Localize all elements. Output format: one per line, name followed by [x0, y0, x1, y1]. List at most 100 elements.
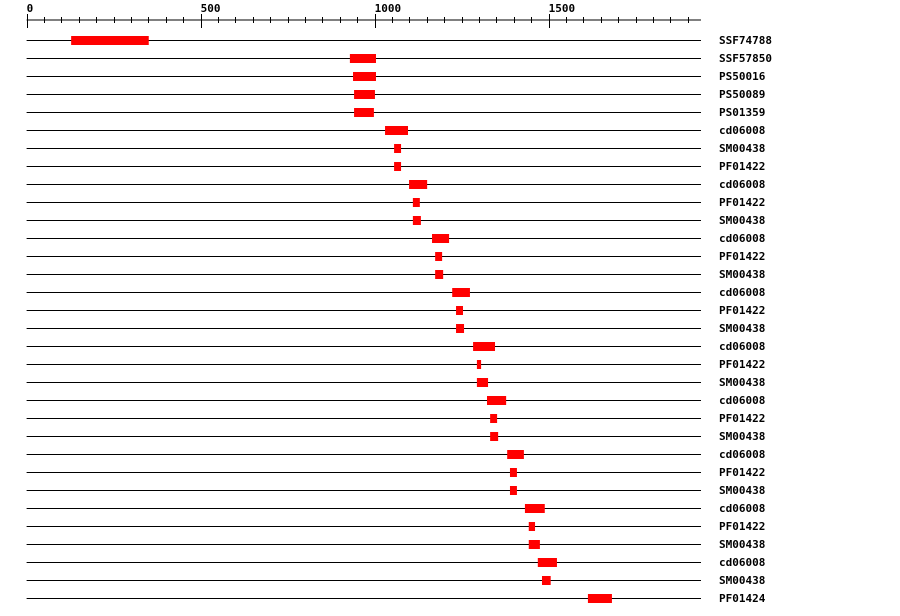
domain-label: SM00438: [719, 484, 765, 497]
domain-label: cd06008: [719, 502, 765, 515]
domain-bar: [528, 540, 540, 549]
domain-row: SM00438: [26, 538, 765, 551]
domain-row: cd06008: [26, 502, 765, 515]
domain-bar: [412, 216, 421, 225]
tick-label: 1500: [549, 2, 576, 15]
domain-bar: [432, 234, 450, 243]
domain-row: SM00438: [26, 574, 765, 587]
domain-bar: [394, 144, 402, 153]
domain-label: SM00438: [719, 322, 765, 335]
domain-label: SM00438: [719, 214, 765, 227]
domain-bar: [587, 594, 612, 603]
domain-bar: [385, 126, 409, 135]
domain-bar: [509, 468, 517, 477]
domain-row: PF01422: [26, 160, 765, 173]
domain-row: SSF74788: [26, 34, 772, 47]
domain-bar: [509, 486, 517, 495]
domain-label: SM00438: [719, 376, 765, 389]
domain-bar: [487, 396, 507, 405]
domain-label: PS50089: [719, 88, 765, 101]
domain-label: cd06008: [719, 286, 765, 299]
domain-label: PF01422: [719, 160, 765, 173]
domain-row: cd06008: [26, 556, 765, 569]
domain-row: PF01422: [26, 196, 765, 209]
domain-row: PF01422: [26, 304, 765, 317]
domain-label: PF01422: [719, 520, 765, 533]
domain-bar: [490, 414, 498, 423]
domain-bar: [456, 306, 463, 315]
domain-bar: [435, 270, 444, 279]
domain-bar: [71, 36, 149, 45]
domain-label: PF01422: [719, 250, 765, 263]
domain-label: cd06008: [719, 556, 765, 569]
domain-row: PF01422: [26, 520, 765, 533]
domain-label: SM00438: [719, 268, 765, 281]
domain-label: SM00438: [719, 142, 765, 155]
domain-label: cd06008: [719, 340, 765, 353]
domain-row: SM00438: [26, 142, 765, 155]
domain-label: SM00438: [719, 430, 765, 443]
domain-row: SM00438: [26, 376, 765, 389]
domain-label: cd06008: [719, 448, 765, 461]
domain-bar: [476, 378, 489, 387]
domain-row: SM00438: [26, 214, 765, 227]
domain-row: SM00438: [26, 268, 765, 281]
domain-bar: [394, 162, 402, 171]
domain-row: PF01422: [26, 466, 765, 479]
domain-label: cd06008: [719, 124, 765, 137]
domain-label: PF01422: [719, 304, 765, 317]
domain-bar: [490, 432, 499, 441]
domain-bar: [354, 90, 375, 99]
domain-bar: [456, 324, 465, 333]
domain-bar: [353, 72, 376, 81]
domain-label: PF01422: [719, 412, 765, 425]
domain-row: PF01424: [26, 592, 766, 605]
domain-row: PS01359: [26, 106, 765, 119]
domain-bar: [507, 450, 524, 459]
domain-row: cd06008: [26, 340, 765, 353]
domain-row: cd06008: [26, 394, 765, 407]
domain-row: SM00438: [26, 430, 765, 443]
domain-label: PF01422: [719, 358, 765, 371]
domain-bar: [349, 54, 376, 63]
domain-label: PF01424: [719, 592, 766, 605]
domain-label: PF01422: [719, 466, 765, 479]
tick-label: 0: [27, 2, 34, 15]
domain-row: SM00438: [26, 484, 765, 497]
domain-label: cd06008: [719, 232, 765, 245]
domain-bar: [412, 198, 420, 207]
domain-row: cd06008: [26, 178, 765, 191]
domain-bar: [354, 108, 374, 117]
domain-row: SSF57850: [26, 52, 772, 65]
domain-bar: [435, 252, 443, 261]
domain-bar: [528, 522, 536, 531]
domain-bar: [537, 558, 557, 567]
domain-label: PS50016: [719, 70, 766, 83]
domain-label: PF01422: [719, 196, 765, 209]
domain-row: PS50089: [26, 88, 765, 101]
scale-axis: 0 500 1000 1500: [26, 2, 701, 28]
domain-label: SM00438: [719, 538, 765, 551]
domain-row: cd06008: [26, 232, 765, 245]
domain-row: PF01422: [26, 412, 765, 425]
domain-row: PS50016: [26, 70, 766, 83]
domain-row: SM00438: [26, 322, 765, 335]
domain-label: cd06008: [719, 394, 765, 407]
domain-bar: [476, 360, 482, 369]
domain-row: PF01422: [26, 358, 765, 371]
domain-bar: [524, 504, 545, 513]
tick-label: 500: [201, 2, 221, 15]
domain-label: cd06008: [719, 178, 765, 191]
domain-row: cd06008: [26, 286, 765, 299]
domain-label: SM00438: [719, 574, 765, 587]
domain-rows: SSF74788 SSF57850 PS50016 PS50089 PS01359 cd0…: [26, 34, 772, 605]
tick-label: 1000: [375, 2, 402, 15]
domain-label: PS01359: [719, 106, 765, 119]
domain-label: SSF57850: [719, 52, 772, 65]
domain-row: cd06008: [26, 124, 765, 137]
domain-row: PF01422: [26, 250, 765, 263]
domain-row: cd06008: [26, 448, 765, 461]
domain-bar: [541, 576, 551, 585]
domain-label: SSF74788: [719, 34, 772, 47]
